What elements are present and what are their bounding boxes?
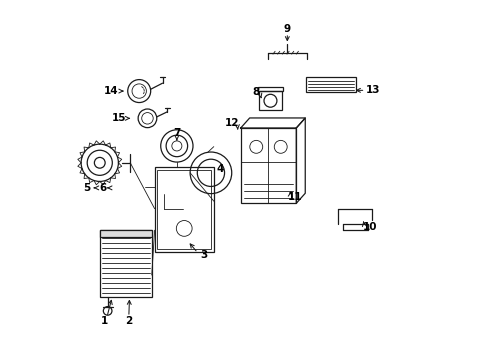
Bar [306,77,356,92]
Text: 10: 10 [363,222,377,232]
Text: 8: 8 [252,87,259,97]
Bar [241,128,296,203]
Bar [100,230,152,237]
Text: 6: 6 [100,183,107,193]
Text: 3: 3 [200,250,207,260]
Text: 2: 2 [125,316,132,325]
Text: 9: 9 [284,24,291,35]
Bar [157,170,211,249]
Text: 13: 13 [366,85,381,95]
Circle shape [103,307,112,315]
Text: 5: 5 [83,183,90,193]
Text: 15: 15 [112,113,126,123]
Text: 7: 7 [173,129,180,138]
Text: 4: 4 [216,164,223,174]
Text: 12: 12 [225,118,240,128]
Bar [259,91,282,110]
Bar [155,167,214,252]
Text: 1: 1 [101,316,108,325]
Bar [258,87,283,91]
Text: 14: 14 [104,86,119,96]
Bar [100,230,152,297]
Text: 11: 11 [288,192,302,202]
